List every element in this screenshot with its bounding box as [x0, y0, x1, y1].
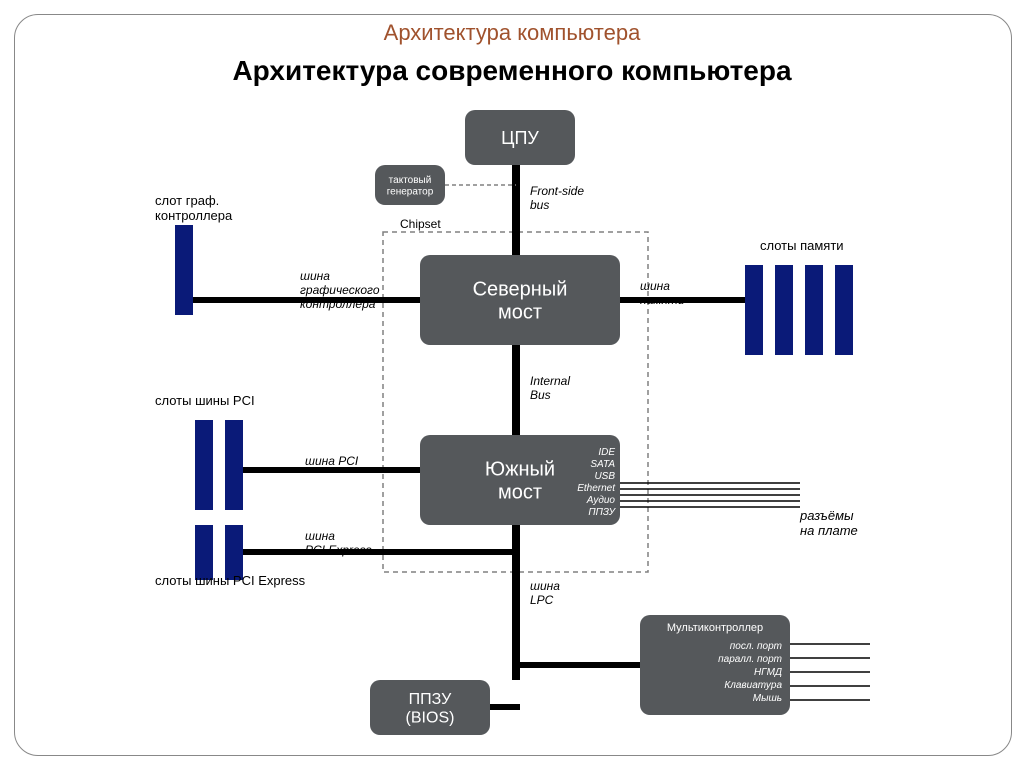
- svg-text:шина: шина: [530, 579, 560, 593]
- svg-text:шина: шина: [305, 529, 335, 543]
- svg-text:(BIOS): (BIOS): [406, 709, 455, 726]
- svg-text:Северный: Северный: [473, 279, 568, 301]
- svg-text:ППЗУ: ППЗУ: [588, 507, 616, 518]
- svg-text:Internal: Internal: [530, 374, 570, 388]
- svg-text:шина: шина: [640, 279, 670, 293]
- svg-text:ППЗУ: ППЗУ: [409, 691, 452, 708]
- svg-text:контроллера: контроллера: [155, 208, 233, 223]
- svg-text:шина: шина: [300, 269, 330, 283]
- svg-text:мост: мост: [498, 302, 542, 324]
- svg-text:PCI Express: PCI Express: [305, 543, 372, 557]
- svg-text:тактовый: тактовый: [389, 175, 432, 186]
- svg-text:слоты памяти: слоты памяти: [760, 238, 844, 253]
- svg-text:паралл. порт: паралл. порт: [718, 654, 782, 665]
- svg-text:мост: мост: [498, 482, 542, 504]
- svg-text:Bus: Bus: [530, 388, 551, 402]
- architecture-diagram: ЦПУтактовыйгенераторСеверныймостЮжныймос…: [0, 0, 1024, 768]
- svg-text:Аудио: Аудио: [586, 495, 616, 506]
- svg-text:Южный: Южный: [485, 459, 555, 481]
- svg-text:генератор: генератор: [387, 186, 434, 197]
- svg-text:слоты шины PCI: слоты шины PCI: [155, 393, 255, 408]
- svg-text:контроллера: контроллера: [300, 297, 376, 311]
- svg-text:разъёмы: разъёмы: [799, 508, 854, 523]
- svg-text:Мышь: Мышь: [753, 693, 782, 704]
- svg-text:слоты шины PCI Express: слоты шины PCI Express: [155, 573, 306, 588]
- svg-text:ЦПУ: ЦПУ: [501, 128, 539, 148]
- svg-text:bus: bus: [530, 198, 549, 212]
- svg-text:памяти: памяти: [640, 293, 685, 307]
- svg-text:НГМД: НГМД: [754, 667, 782, 678]
- svg-text:на плате: на плате: [800, 523, 858, 538]
- svg-text:посл. порт: посл. порт: [730, 641, 782, 652]
- svg-text:SATA: SATA: [590, 459, 615, 470]
- svg-text:IDE: IDE: [598, 447, 615, 458]
- svg-text:LPC: LPC: [530, 593, 554, 607]
- svg-text:Мультиконтроллер: Мультиконтроллер: [667, 622, 763, 634]
- svg-text:Ethernet: Ethernet: [577, 483, 616, 494]
- svg-text:Front-side: Front-side: [530, 184, 584, 198]
- svg-text:шина PCI: шина PCI: [305, 454, 359, 468]
- svg-text:слот граф.: слот граф.: [155, 193, 219, 208]
- svg-text:Chipset: Chipset: [400, 217, 441, 231]
- svg-text:Клавиатура: Клавиатура: [724, 680, 782, 691]
- svg-text:USB: USB: [594, 471, 615, 482]
- svg-text:графического: графического: [300, 283, 380, 297]
